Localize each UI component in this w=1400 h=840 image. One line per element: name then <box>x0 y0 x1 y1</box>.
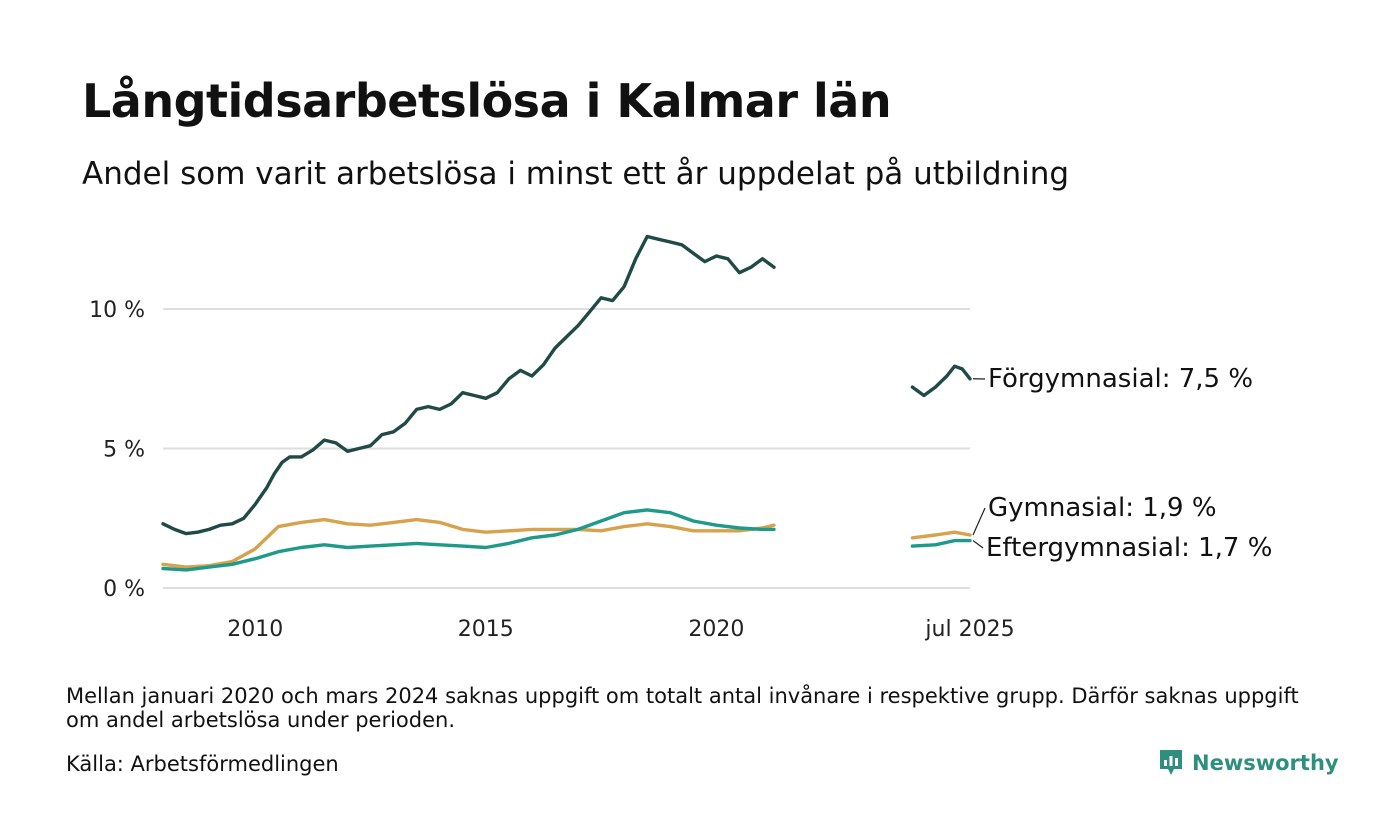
x-tick-label: 2015 <box>458 617 514 642</box>
series-line-gymnasial-2 <box>910 530 972 540</box>
x-tick-label: 2020 <box>688 617 744 642</box>
chart-title: Långtidsarbetslösa i Kalmar län <box>82 74 892 128</box>
end-label-eftergymnasial: Eftergymnasial: 1,7 % <box>986 533 1272 563</box>
axis-tick-labels: 0 % 5 % 10 % 2010 2015 2020 jul 2025 <box>89 298 1014 642</box>
brand-logo: Newsworthy <box>1158 748 1339 778</box>
series-lines <box>161 234 972 572</box>
y-tick-label: 0 % <box>103 577 145 602</box>
x-tick-label: jul 2025 <box>924 617 1014 642</box>
source-text: Källa: Arbetsförmedlingen <box>66 752 339 776</box>
series-line-forgymnasial-1 <box>161 234 776 536</box>
leader-line-eftergymnasial <box>972 540 984 549</box>
newsworthy-logo-icon <box>1160 750 1182 775</box>
x-tick-label: 2010 <box>227 617 283 642</box>
grid-lines <box>163 308 970 589</box>
y-tick-label: 10 % <box>89 298 145 323</box>
series-line-gymnasial-1 <box>161 517 776 569</box>
y-tick-label: 5 % <box>103 438 145 463</box>
series-end-labels: Förgymnasial: 7,5 % Gymnasial: 1,9 % Efter… <box>972 364 1272 563</box>
series-line-eftergymnasial-2 <box>910 538 972 548</box>
footnote: Mellan januari 2020 och mars 2024 saknas… <box>66 684 1299 732</box>
series-line-eftergymnasial-1 <box>161 508 776 572</box>
series-line-forgymnasial-2 <box>910 364 972 398</box>
brand-name: Newsworthy <box>1192 751 1339 775</box>
chart-subtitle: Andel som varit arbetslösa i minst ett å… <box>82 156 1070 192</box>
end-label-gymnasial: Gymnasial: 1,9 % <box>988 493 1217 523</box>
leader-line-gymnasial <box>972 507 986 536</box>
end-label-forgymnasial: Förgymnasial: 7,5 % <box>988 364 1253 394</box>
